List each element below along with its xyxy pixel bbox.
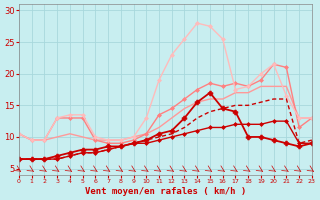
X-axis label: Vent moyen/en rafales ( km/h ): Vent moyen/en rafales ( km/h ) <box>85 187 246 196</box>
